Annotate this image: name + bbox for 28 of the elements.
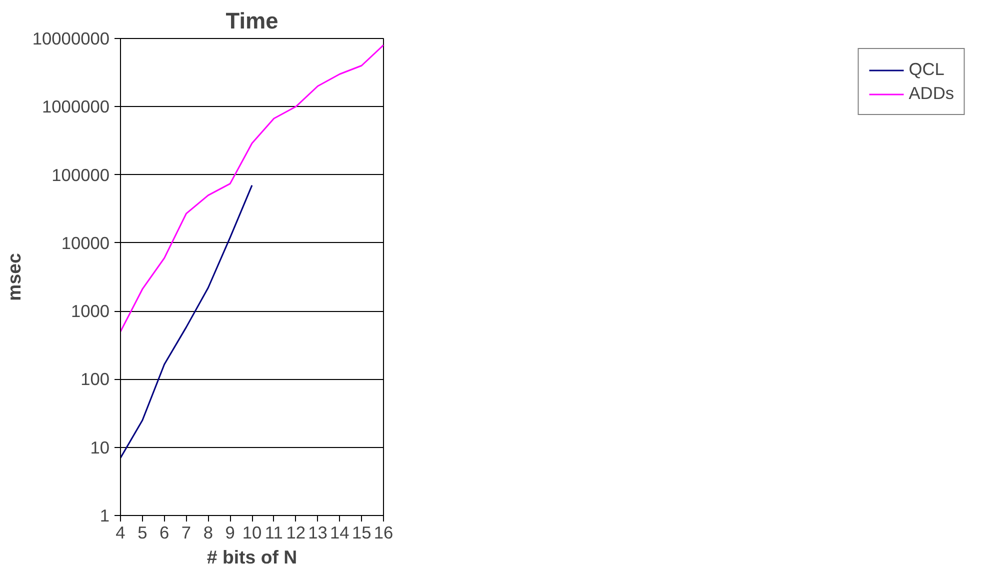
- line-series: [120, 44, 384, 332]
- x-tick-label: 7: [181, 522, 192, 542]
- x-tick-label: 13: [308, 522, 328, 542]
- x-tick-label: 10: [242, 522, 262, 542]
- x-tick-label: 6: [160, 522, 170, 542]
- y-tick-label: 10: [90, 437, 110, 458]
- y-tick-label: 1: [100, 506, 110, 526]
- y-axis-title: msec: [3, 253, 24, 301]
- x-tick-label: 16: [374, 522, 394, 542]
- x-tick-label: 8: [203, 522, 213, 542]
- x-tick-label: 11: [264, 522, 283, 542]
- x-tick-label: 5: [138, 522, 148, 542]
- y-tick-label: 100000: [52, 164, 110, 185]
- y-tick-label: 1000000: [42, 96, 110, 117]
- x-tick-label: 9: [225, 522, 235, 542]
- y-tick-label: 100: [80, 369, 110, 390]
- x-axis-title: # bits of N: [206, 546, 298, 568]
- x-tick-label: 12: [286, 522, 306, 542]
- y-tick-label: 10000000: [32, 28, 110, 48]
- x-tick-label: 14: [330, 522, 350, 542]
- legend-label: ADDs: [908, 83, 954, 104]
- y-tick-label: 10000: [61, 232, 110, 253]
- x-tick-label: 4: [116, 522, 126, 542]
- chart-title: Time: [226, 8, 278, 34]
- line-series: [120, 184, 253, 459]
- legend-label: QCL: [908, 59, 944, 80]
- x-tick-label: 15: [352, 522, 372, 542]
- y-tick-label: 1000: [70, 301, 110, 322]
